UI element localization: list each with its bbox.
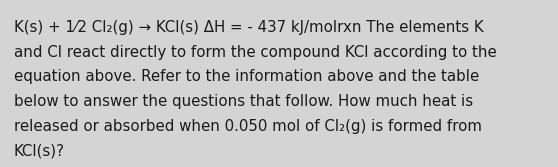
Text: K(s) + 1⁄2 Cl₂(g) → KCl(s) ΔH = - 437 kJ/molrxn The elements K: K(s) + 1⁄2 Cl₂(g) → KCl(s) ΔH = - 437 kJ… — [14, 20, 484, 35]
Text: released or absorbed when 0.050 mol of Cl₂(g) is formed from: released or absorbed when 0.050 mol of C… — [14, 119, 482, 134]
Text: equation above. Refer to the information above and the table: equation above. Refer to the information… — [14, 69, 479, 85]
Text: below to answer the questions that follow. How much heat is: below to answer the questions that follo… — [14, 94, 473, 109]
Text: KCl(s)?: KCl(s)? — [14, 144, 65, 159]
Text: and Cl react directly to form the compound KCl according to the: and Cl react directly to form the compou… — [14, 45, 497, 60]
